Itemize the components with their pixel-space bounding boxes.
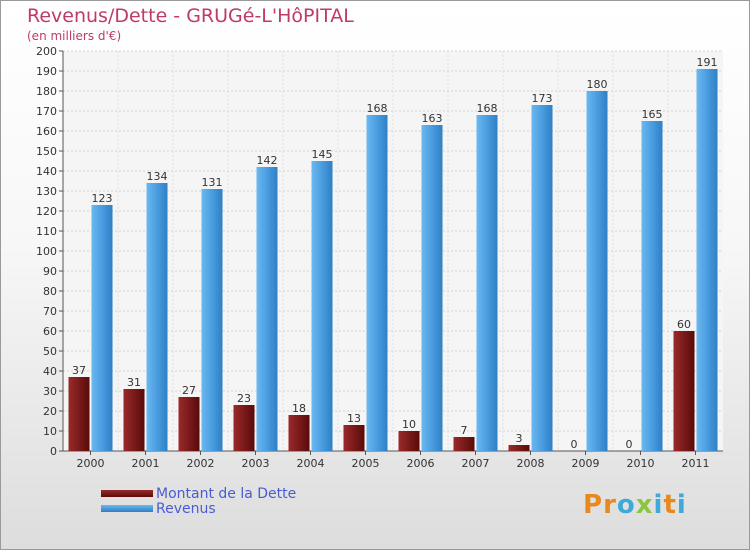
y-tick-label: 40: [43, 365, 57, 378]
y-tick-label: 90: [43, 265, 57, 278]
y-tick-label: 10: [43, 425, 57, 438]
x-tick-label: 2003: [242, 457, 270, 470]
legend-swatch-revenue: [101, 505, 153, 512]
bar-debt: [673, 331, 695, 451]
data-label-debt: 0: [571, 438, 578, 451]
bar-revenue: [366, 115, 388, 451]
x-tick-label: 2004: [297, 457, 325, 470]
x-tick-label: 2009: [572, 457, 600, 470]
y-tick-label: 130: [36, 185, 57, 198]
bar-revenue: [531, 105, 553, 451]
y-tick-label: 0: [50, 445, 57, 458]
x-tick-label: 2005: [352, 457, 380, 470]
data-label-revenue: 191: [697, 56, 718, 69]
y-tick-label: 60: [43, 325, 57, 338]
chart-title: Revenus/Dette - GRUGé-L'HôPITAL: [27, 5, 354, 27]
y-tick-label: 30: [43, 385, 57, 398]
y-tick-label: 170: [36, 105, 57, 118]
x-tick-label: 2010: [627, 457, 655, 470]
bar-debt: [398, 431, 420, 451]
data-label-revenue: 142: [257, 154, 278, 167]
y-tick-label: 190: [36, 65, 57, 78]
bar-revenue: [201, 189, 223, 451]
y-tick-label: 70: [43, 305, 57, 318]
bar-revenue: [421, 125, 443, 451]
y-tick-label: 140: [36, 165, 57, 178]
data-label-debt: 13: [347, 412, 361, 425]
y-tick-label: 160: [36, 125, 57, 138]
data-label-revenue: 123: [92, 192, 113, 205]
data-label-revenue: 131: [202, 176, 223, 189]
x-tick-label: 2006: [407, 457, 435, 470]
bar-revenue: [91, 205, 113, 451]
y-tick-label: 50: [43, 345, 57, 358]
y-tick-label: 110: [36, 225, 57, 238]
y-tick-label: 120: [36, 205, 57, 218]
data-label-revenue: 163: [422, 112, 443, 125]
data-label-revenue: 173: [532, 92, 553, 105]
x-tick-label: 2007: [462, 457, 490, 470]
x-tick-label: 2002: [187, 457, 215, 470]
data-label-debt: 10: [402, 418, 416, 431]
bar-debt: [233, 405, 255, 451]
data-label-debt: 18: [292, 402, 306, 415]
y-tick-label: 100: [36, 245, 57, 258]
bar-debt: [123, 389, 145, 451]
data-label-debt: 7: [461, 424, 468, 437]
x-tick-label: 2008: [517, 457, 545, 470]
data-label-debt: 23: [237, 392, 251, 405]
bar-debt: [68, 377, 90, 451]
bar-debt: [508, 445, 530, 451]
data-label-debt: 37: [72, 364, 86, 377]
bar-debt: [343, 425, 365, 451]
bar-revenue: [476, 115, 498, 451]
bar-revenue: [641, 121, 663, 451]
data-label-debt: 31: [127, 376, 141, 389]
legend-label-revenue: Revenus: [156, 501, 216, 517]
bar-debt: [453, 437, 475, 451]
data-label-revenue: 145: [312, 148, 333, 161]
x-tick-label: 2001: [132, 457, 160, 470]
y-tick-label: 200: [36, 45, 57, 58]
chart-subtitle: (en milliers d'€): [27, 29, 122, 43]
data-label-revenue: 168: [367, 102, 388, 115]
bar-revenue: [256, 167, 278, 451]
legend-label-debt: Montant de la Dette: [156, 486, 297, 502]
data-label-debt: 60: [677, 318, 691, 331]
bar-revenue: [146, 183, 168, 451]
data-label-revenue: 180: [587, 78, 608, 91]
bar-debt: [288, 415, 310, 451]
bar-revenue: [696, 69, 718, 451]
x-tick-label: 2000: [77, 457, 105, 470]
y-tick-label: 180: [36, 85, 57, 98]
data-label-revenue: 165: [642, 108, 663, 121]
data-label-revenue: 134: [147, 170, 168, 183]
bar-revenue: [586, 91, 608, 451]
data-label-debt: 3: [516, 432, 523, 445]
bar-debt: [178, 397, 200, 451]
data-label-debt: 27: [182, 384, 196, 397]
data-label-revenue: 168: [477, 102, 498, 115]
y-tick-label: 150: [36, 145, 57, 158]
x-tick-label: 2011: [682, 457, 710, 470]
proxiti-logo: Proxiti: [583, 490, 687, 520]
y-tick-label: 20: [43, 405, 57, 418]
legend-swatch-debt: [101, 490, 153, 497]
y-tick-label: 80: [43, 285, 57, 298]
data-label-debt: 0: [626, 438, 633, 451]
bar-revenue: [311, 161, 333, 451]
